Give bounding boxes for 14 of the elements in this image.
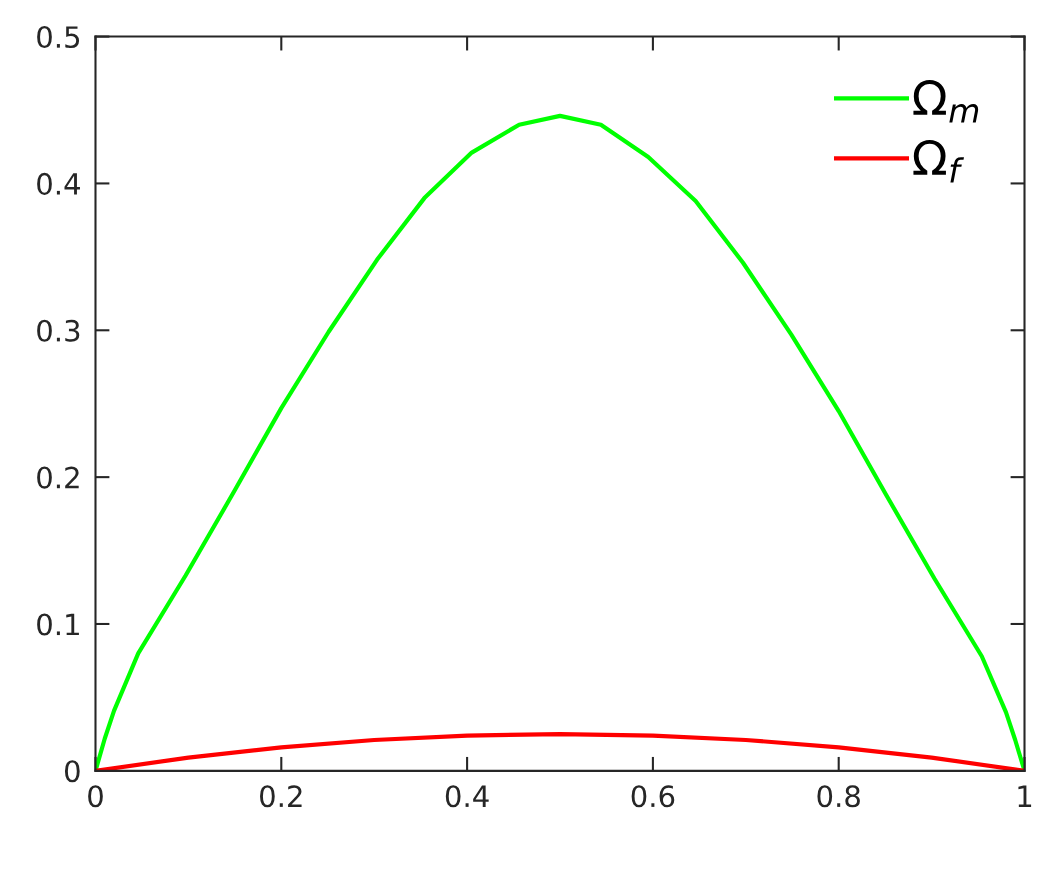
x-tick-label: 0.4	[445, 785, 489, 808]
y-tick-label: 0.3	[37, 319, 80, 342]
legend-label: Ω$_{m}$	[913, 80, 979, 123]
y-tick-label: 0.2	[37, 466, 79, 489]
y-tick-label: 0.1	[37, 613, 79, 636]
x-tick-label: 1	[1018, 785, 1032, 807]
x-tick-label: 0.2	[260, 785, 302, 808]
y-tick-label: 0.4	[37, 172, 80, 195]
x-tick-label: 0.6	[631, 785, 675, 808]
y-tick-label: 0	[64, 760, 80, 783]
x-tick-label: 0.8	[817, 785, 860, 808]
x-tick-label: 0	[88, 785, 103, 808]
y-tick-label: 0.5	[37, 26, 80, 49]
legend-label: Ω$_{f}$	[913, 139, 964, 183]
